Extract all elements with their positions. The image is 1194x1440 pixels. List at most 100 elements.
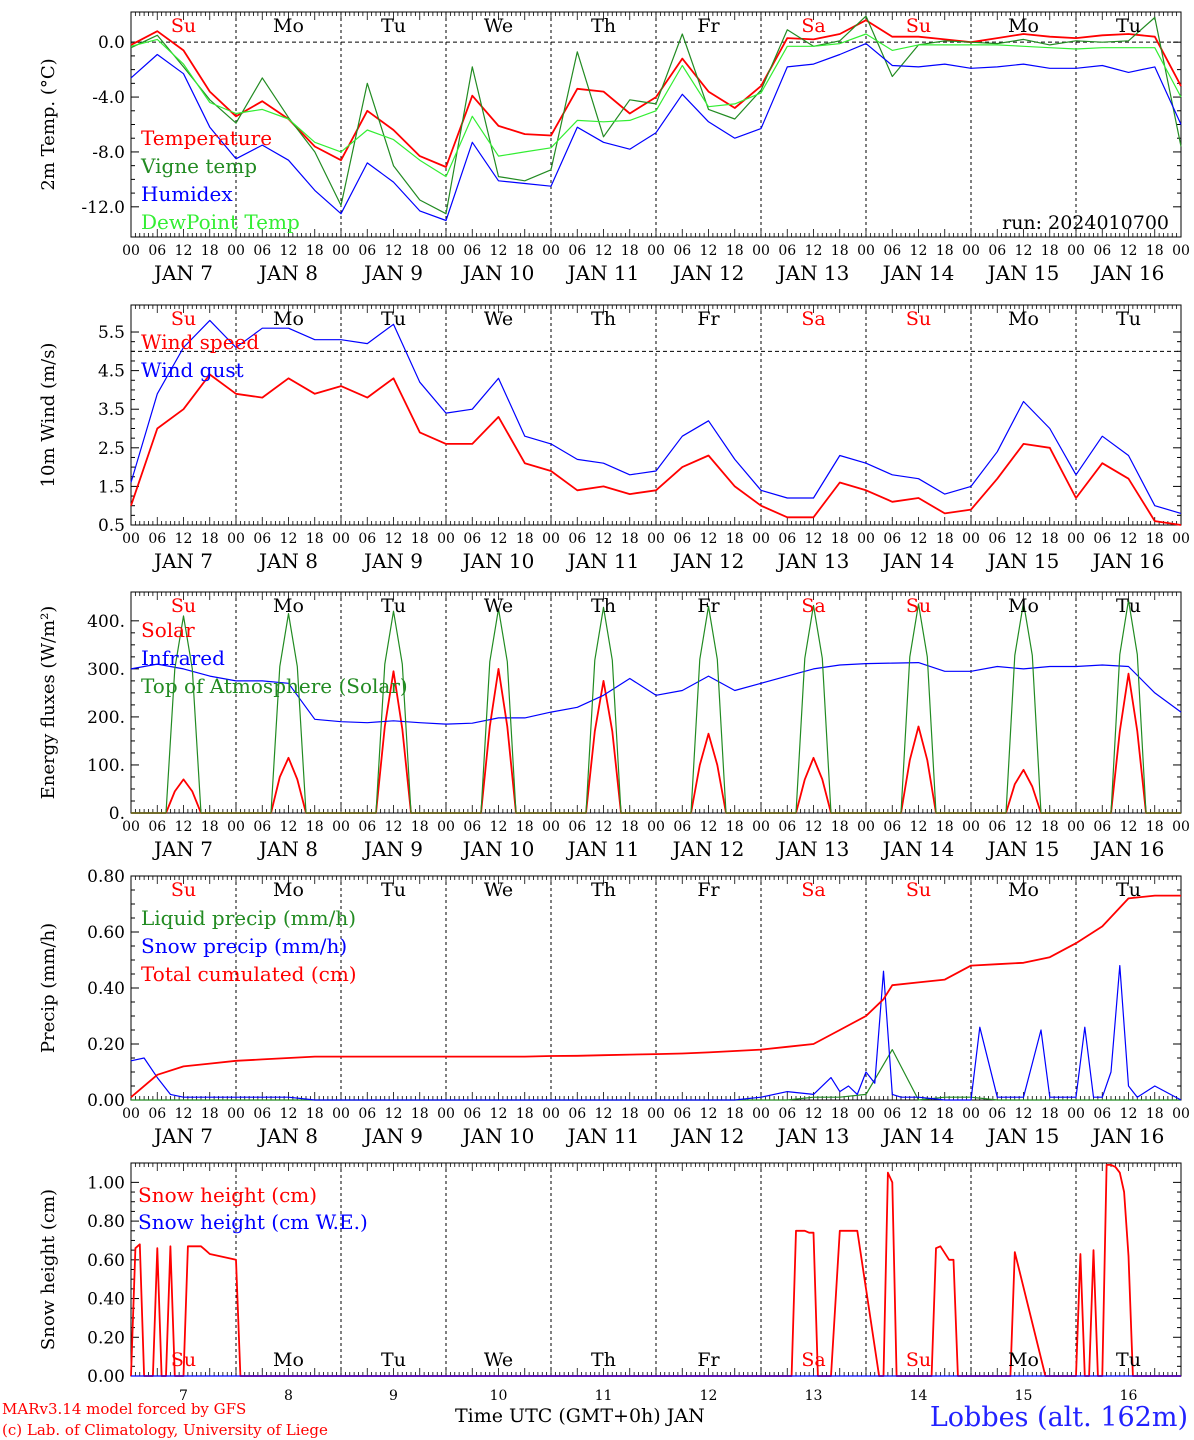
- x-tick-label: 00: [332, 819, 350, 835]
- x-tick-label: 12: [910, 243, 928, 259]
- x-tick-label: 12: [175, 1106, 193, 1122]
- y-tick-label: 1.00: [87, 1173, 125, 1193]
- x-tick-label: 00: [542, 243, 560, 259]
- y-tick-label: 0.40: [87, 979, 125, 999]
- series-line: [130, 894, 1181, 1098]
- x-tick-label: 06: [463, 243, 481, 259]
- x-tick-label: 00: [437, 243, 455, 259]
- weekday-label: Mo: [273, 308, 304, 330]
- x-tick-label: 12: [805, 1106, 823, 1122]
- x-tick-label: 18: [936, 531, 954, 547]
- x-tick-label: 00: [122, 243, 140, 259]
- series-line: [130, 42, 1182, 222]
- date-label: JAN 16: [1091, 549, 1165, 573]
- y-axis-title: Snow height (cm): [38, 1189, 59, 1350]
- x-tick-label: 18: [831, 819, 849, 835]
- x-tick-label: 12: [175, 819, 193, 835]
- x-tick-label: 06: [463, 1106, 481, 1122]
- x-tick-label: 00: [752, 1106, 770, 1122]
- x-tick-label: 00: [857, 1106, 875, 1122]
- legend-entry: Infrared: [141, 646, 225, 670]
- weekday-label: Fr: [697, 595, 720, 617]
- weekday-label: Tu: [381, 595, 406, 617]
- x-tick-label: 06: [673, 531, 691, 547]
- x-tick-label: 18: [201, 819, 219, 835]
- x-tick-label: 18: [516, 1106, 534, 1122]
- day-number-label: 16: [1120, 1388, 1138, 1404]
- panel-5: 0.00 0.20 0.40 0.60 0.80 1.00 Snow height (cm)…: [38, 1162, 1182, 1404]
- x-tick-label: 18: [201, 1106, 219, 1122]
- y-tick-label: 5.5: [98, 323, 125, 343]
- y-tick-label: 0.20: [87, 1035, 125, 1055]
- x-tick-label: 12: [805, 531, 823, 547]
- y-tick-label: -4.0: [92, 88, 125, 108]
- date-label: JAN 12: [671, 837, 745, 861]
- x-tick-label: 18: [936, 819, 954, 835]
- x-tick-label: 12: [1120, 243, 1138, 259]
- date-label: JAN 8: [257, 1124, 318, 1148]
- y-tick-label: 0.80: [87, 1212, 125, 1232]
- legend-entry: Wind gust: [141, 358, 244, 382]
- x-tick-label: 18: [831, 243, 849, 259]
- legend-entry: Snow precip (mm/h): [141, 934, 347, 958]
- legend-entry: Snow height (cm): [138, 1183, 317, 1207]
- date-label: JAN 16: [1091, 1124, 1165, 1148]
- x-tick-label: 18: [621, 1106, 639, 1122]
- date-label: JAN 13: [776, 837, 850, 861]
- weekday-label: Tu: [1116, 879, 1141, 901]
- legend-entry: Vigne temp: [140, 154, 257, 178]
- weekday-label: We: [484, 1349, 513, 1371]
- x-tick-label: 12: [1015, 531, 1033, 547]
- x-tick-label: 18: [936, 1106, 954, 1122]
- date-label: JAN 15: [986, 261, 1060, 285]
- x-tick-label: 18: [936, 243, 954, 259]
- x-tick-label: 12: [700, 1106, 718, 1122]
- weekday-label: We: [484, 879, 513, 901]
- weekday-label: Su: [171, 15, 196, 37]
- x-tick-label: 00: [542, 531, 560, 547]
- legend-entry: Liquid precip (mm/h): [141, 906, 356, 930]
- day-number-label: 11: [595, 1388, 613, 1404]
- x-tick-label: 12: [595, 531, 613, 547]
- weekday-label: Fr: [697, 1349, 720, 1371]
- x-tick-label: 18: [621, 243, 639, 259]
- x-tick-label: 12: [1015, 243, 1033, 259]
- series-line: [130, 33, 1182, 178]
- x-tick-label: 00: [122, 531, 140, 547]
- x-tick-label: 06: [463, 819, 481, 835]
- date-label: JAN 10: [461, 549, 535, 573]
- x-tick-label: 12: [595, 243, 613, 259]
- x-tick-label: 18: [1041, 243, 1059, 259]
- x-tick-label: 00: [542, 1106, 560, 1122]
- x-tick-label: 06: [778, 1106, 796, 1122]
- time-axis-title: Time UTC (GMT+0h) JAN: [455, 1405, 705, 1427]
- x-tick-label: 06: [568, 531, 586, 547]
- weekday-label: Su: [906, 1349, 931, 1371]
- date-label: JAN 13: [776, 1124, 850, 1148]
- x-tick-label: 12: [490, 1106, 508, 1122]
- series-line: [130, 15, 1182, 215]
- y-tick-label: 4.5: [98, 362, 125, 382]
- x-tick-label: 18: [201, 243, 219, 259]
- weekday-label: Mo: [1008, 879, 1039, 901]
- legend-entry: Total cumulated (cm): [141, 962, 357, 986]
- series-line: [130, 319, 1182, 514]
- panel-3: 0. 100. 200. 300. 400. Energy fluxes (W/m²) So…: [38, 591, 1190, 861]
- weekday-label: Mo: [1008, 595, 1039, 617]
- x-tick-label: 18: [1041, 819, 1059, 835]
- legend-entry: Solar: [141, 618, 195, 642]
- x-tick-label: 00: [962, 243, 980, 259]
- x-tick-label: 12: [910, 1106, 928, 1122]
- x-tick-label: 06: [463, 531, 481, 547]
- x-tick-label: 12: [385, 243, 403, 259]
- x-tick-label: 06: [148, 819, 166, 835]
- model-credit: MARv3.14 model forced by GFS: [2, 1400, 247, 1418]
- y-tick-label: 100.: [87, 756, 125, 776]
- y-tick-label: 1.5: [98, 477, 125, 497]
- panel-2: 0.5 1.5 2.5 3.5 4.5 5.5 10m Wind (m/s) Wind spe…: [38, 304, 1190, 573]
- x-tick-label: 12: [1120, 819, 1138, 835]
- x-tick-label: 12: [490, 819, 508, 835]
- date-label: JAN 7: [152, 1124, 213, 1148]
- series-line: [130, 19, 1182, 168]
- day-number-label: 12: [700, 1388, 718, 1404]
